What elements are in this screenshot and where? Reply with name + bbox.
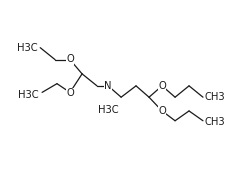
Text: H3C: H3C	[98, 105, 118, 115]
Text: O: O	[66, 54, 74, 64]
Text: O: O	[66, 88, 74, 98]
Text: H3C: H3C	[18, 90, 39, 100]
Text: O: O	[158, 106, 166, 116]
Text: CH3: CH3	[205, 92, 225, 102]
Text: CH3: CH3	[205, 117, 225, 127]
Text: O: O	[158, 81, 166, 91]
Text: H3C: H3C	[17, 43, 38, 53]
Text: N: N	[104, 81, 112, 91]
